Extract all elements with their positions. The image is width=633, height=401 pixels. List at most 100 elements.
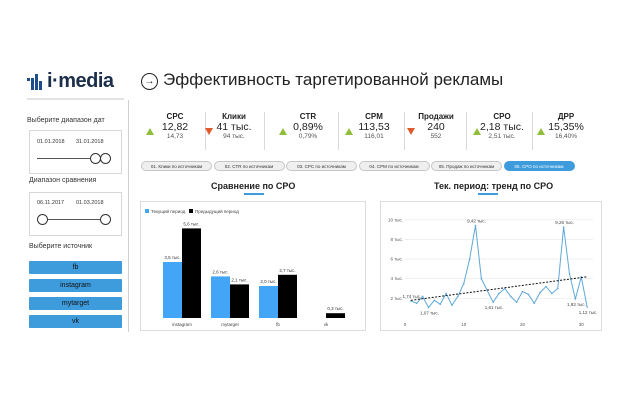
kpi-label: CTR [299,112,317,121]
kpi-value: 0,89% [293,121,323,133]
legend-label-previous: Предыдущий период [195,208,239,214]
kpi-label: CPC [166,112,184,121]
y-tick-label: 2 тыс. [390,296,403,301]
compare-slider-track[interactable] [37,219,111,220]
tab-5[interactable]: 05. Продаж по источникам [431,161,502,171]
series-point [474,224,477,227]
y-tick-label: 10 тыс. [388,217,403,222]
date-from[interactable]: 01.01.2018 [37,139,65,145]
arrow-right-circle-icon[interactable]: → [141,73,158,90]
trend-up-icon [345,128,353,135]
series-point [586,306,588,308]
tab-4[interactable]: 04. CPM по источникам [358,161,430,171]
compare-slider-handle-start[interactable] [37,214,48,225]
series-point [509,295,512,298]
series-point [445,292,447,295]
kpi-label: Клики [222,112,246,121]
series-point [433,299,436,302]
trend-down-icon [407,128,415,135]
x-tick-label: 30 [579,322,585,327]
series-point [539,291,541,294]
kpi-card-4: CPM 113,53 116,01 [339,112,409,140]
x-tick-label: 10 [461,322,467,327]
kpi-previous-value: 0,79% [298,133,318,140]
y-tick-label: 8 тыс. [390,237,403,242]
series-point [521,290,524,293]
series-point [457,295,459,298]
trend-up-icon [146,128,154,135]
vertical-divider [128,100,129,332]
line-chart-title: Тек. период: тренд по CPO [434,181,554,191]
tab-1[interactable]: 01. Клики по источникам [141,161,212,171]
kpi-separator [264,112,265,150]
sidebar-divider [27,98,124,100]
x-tick-label: 0 [404,322,407,327]
point-data-label: 1,74 тыс. [402,294,421,299]
bar-chart-panel: Текущий период Предыдущий период 3,5 тыс. 5… [140,201,366,331]
tab-6[interactable]: 06. CPO по источникам [503,161,575,171]
series-point [480,277,483,280]
source-button-mytarget[interactable]: mytarget [29,297,122,310]
source-button-vk[interactable]: vk [29,315,122,328]
compare-slider-handle-end[interactable] [100,214,111,225]
kpi-card-2: Клики 41 тыс. 94 тыс. [199,112,269,140]
date-range-label: Выберите диапазон дат [27,117,105,124]
bar-fb-current [259,286,278,318]
date-to[interactable]: 31.01.2018 [76,139,104,145]
bar-data-label: 3,5 тыс. [164,255,180,260]
point-data-label: 1,93 тыс. [567,302,586,307]
kpi-label: CPO [493,112,511,121]
series-point [451,304,453,307]
series-point [556,287,559,290]
kpi-previous-value: 94 тыс. [223,133,245,140]
logo-text: i·media [47,69,114,92]
series-point [439,303,442,306]
series-point [568,273,571,275]
series-point [492,301,494,303]
series-point [462,282,465,285]
source-button-instagram[interactable]: instagram [29,279,122,292]
page-title: Эффективность таргетированной рекламы [163,70,504,89]
kpi-value: 41 тыс. [216,121,252,133]
kpi-previous-value: 2,51 тыс. [488,133,516,140]
kpi-separator [532,112,533,150]
kpi-label: Продажи [418,112,454,121]
date-slider-handle-end[interactable] [100,153,111,164]
series-line [410,225,588,309]
source-button-fb[interactable]: fb [29,261,122,274]
tab-3[interactable]: 03. CPC по источникам [286,161,357,171]
tab-2[interactable]: 02. CTR по источникам [213,161,285,171]
series-point [562,226,565,228]
bar-data-label: 2,6 тыс. [212,269,228,274]
x-tick-label: vk [324,322,329,327]
date-range-picker[interactable] [29,130,122,174]
kpi-separator [466,112,467,150]
kpi-value: 15,35% [548,121,584,133]
source-label: Выберите источник [29,243,93,250]
series-point [574,298,577,300]
series-point [551,292,553,295]
line-chart-title-underline [478,193,498,195]
logo-bars-icon [27,72,45,90]
point-data-label: 1,07 тыс. [420,310,439,315]
kpi-previous-value: 116,01 [364,133,384,140]
series-point [533,302,536,305]
trend-up-icon [279,128,287,135]
x-tick-label: 20 [520,322,526,327]
bar-data-label: 2,0 тыс. [260,279,276,284]
y-tick-label: 6 тыс. [390,257,403,262]
y-tick-label: 4 тыс. [390,276,403,281]
compare-to[interactable]: 01.03.2018 [76,200,104,206]
kpi-card-1: CPC 12,82 14,73 [140,112,210,140]
series-point [498,292,500,295]
trend-down-icon [205,128,213,135]
legend-swatch-previous [189,209,193,213]
line-chart-panel: 2 тыс. 4 тыс. 6 тыс. 8 тыс. 10 тыс. 0 10 20 30 1,… [380,201,602,331]
kpi-card-5: Продажи 240 552 [401,112,471,140]
kpi-previous-value: 552 [430,133,442,140]
date-slider-track[interactable] [37,158,111,159]
x-tick-label: mytarget [221,322,239,327]
bar-data-label: 2,1 тыс. [231,277,247,282]
bar-instagram-previous [182,228,201,318]
compare-from[interactable]: 06.11.2017 [37,200,65,206]
